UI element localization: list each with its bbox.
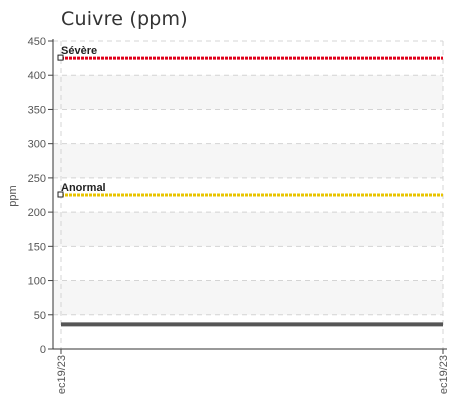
y-tick-label: 450 bbox=[28, 36, 46, 48]
y-tick-label: 100 bbox=[28, 276, 46, 288]
threshold-marker bbox=[57, 54, 64, 61]
y-tick-label: 50 bbox=[34, 310, 46, 322]
grid-lines bbox=[53, 40, 444, 349]
x-tick-label: ec19/23 bbox=[438, 355, 450, 394]
axes bbox=[52, 39, 447, 350]
chart-title: Cuivre (ppm) bbox=[61, 8, 188, 30]
threshold-label: Sévère bbox=[61, 45, 97, 57]
background-band bbox=[53, 212, 443, 247]
y-tick-label: 250 bbox=[28, 173, 46, 185]
background-band bbox=[53, 75, 443, 110]
y-axis-label: ppm bbox=[7, 185, 19, 206]
background-band bbox=[53, 143, 443, 178]
y-tick-label: 350 bbox=[28, 104, 46, 116]
threshold-marker bbox=[57, 191, 64, 198]
y-tick-label: 150 bbox=[28, 241, 46, 253]
y-tick-label: 300 bbox=[28, 139, 46, 151]
y-ticks: 0 50 100 150 200 250 300 350 400 450 bbox=[28, 36, 53, 356]
y-tick-label: 200 bbox=[28, 207, 46, 219]
x-ticks: ec19/23 ec19/23 bbox=[56, 349, 450, 394]
y-tick-label: 400 bbox=[28, 70, 46, 82]
y-tick-label: 0 bbox=[40, 344, 46, 356]
background-bands bbox=[53, 75, 443, 315]
background-band bbox=[53, 280, 443, 315]
x-tick-label: ec19/23 bbox=[56, 355, 68, 394]
threshold-label: Anormal bbox=[61, 182, 106, 194]
threshold-lines: Sévère Anormal bbox=[57, 45, 443, 198]
